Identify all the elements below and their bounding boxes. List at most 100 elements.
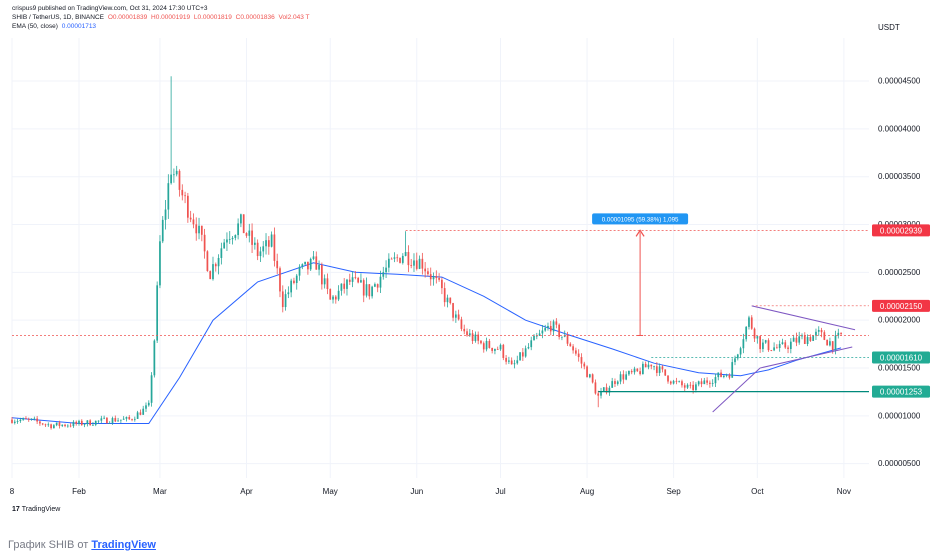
price-labels-layer: 0.00002939 0.00002150 0.00001610 0.00001253 (872, 224, 930, 398)
candle (58, 420, 61, 429)
low-value: L0.00001819 (193, 14, 232, 21)
candle (697, 380, 700, 387)
candle (516, 355, 519, 365)
candle (454, 310, 457, 323)
candle (580, 353, 583, 369)
candle (499, 343, 502, 351)
candle (742, 333, 745, 354)
candle (33, 416, 36, 421)
ema-value: 0.00001713 (61, 23, 97, 30)
candle (167, 174, 170, 219)
chart-frame[interactable]: 0.00001095 (59.38%) 1,095 0.00000500 0.00… (0, 0, 932, 530)
candle (203, 228, 206, 259)
candle (248, 223, 251, 243)
candle (131, 418, 133, 422)
candle (78, 419, 80, 426)
candle (161, 216, 164, 244)
triangle-trend-line[interactable] (712, 367, 761, 413)
candle (776, 344, 778, 349)
candle (312, 250, 315, 261)
candle (223, 238, 226, 249)
candle (83, 423, 86, 428)
candle (505, 355, 507, 365)
candle (415, 252, 418, 271)
candle (100, 415, 103, 424)
ema-layer (11, 262, 842, 424)
candle (404, 231, 407, 257)
price-label: 0.00002939 (880, 226, 923, 235)
candle (234, 234, 237, 241)
candle (672, 379, 675, 385)
candle (815, 328, 817, 340)
candle (622, 370, 625, 384)
y-tick-label: 0.00004500 (878, 77, 921, 86)
price-chart[interactable]: 0.00001095 (59.38%) 1,095 0.000005000.00… (0, 0, 932, 530)
candle (122, 416, 125, 420)
y-tick-label: 0.00003500 (878, 172, 921, 181)
candle (443, 282, 446, 307)
open-value: O0.00001839 (107, 14, 148, 21)
candle (337, 285, 340, 302)
candle (527, 343, 530, 350)
candle (75, 420, 78, 426)
y-tick-label: 0.00001000 (878, 411, 921, 420)
candle (379, 270, 382, 293)
candle (27, 417, 30, 422)
candle (614, 378, 616, 388)
candle (664, 369, 667, 377)
y-tick-label: 0.00000500 (878, 459, 921, 468)
candle (164, 200, 167, 230)
candle (92, 422, 94, 426)
candle (474, 331, 477, 343)
candle (61, 424, 64, 428)
candle (429, 267, 432, 286)
candle (72, 420, 75, 428)
ema-label[interactable]: EMA (50, close) (12, 23, 58, 30)
candle (334, 295, 337, 304)
candle (709, 380, 711, 388)
triangle-lower-line[interactable] (760, 346, 853, 369)
publisher-line: crispus9 published on TradingView.com, O… (12, 5, 210, 12)
candle (279, 266, 281, 298)
y-tick-label: 0.00002500 (878, 268, 921, 277)
candle (396, 254, 399, 262)
candle (346, 278, 348, 296)
candle (463, 324, 466, 335)
price-label-box (872, 351, 930, 364)
currency-label[interactable]: USDT (878, 23, 900, 32)
candle (628, 370, 630, 376)
candle (837, 328, 840, 339)
caption-link[interactable]: TradingView (91, 539, 156, 551)
candle (13, 419, 16, 425)
candle (549, 320, 552, 336)
candle (231, 236, 234, 245)
triangle-upper-line[interactable] (751, 305, 856, 331)
candle (290, 278, 293, 298)
candle (69, 423, 72, 428)
price-label: 0.00002150 (880, 302, 923, 311)
y-tick-label: 0.00001500 (878, 364, 921, 373)
candle (262, 241, 265, 258)
candle (798, 331, 801, 345)
candle (438, 273, 440, 282)
candle (750, 315, 753, 330)
candle (695, 382, 697, 393)
candle (368, 284, 371, 300)
candle (64, 423, 66, 428)
candle (362, 278, 365, 303)
candle (734, 355, 736, 366)
price-label-box (872, 299, 930, 312)
candle (530, 336, 533, 351)
candle (762, 339, 764, 353)
candle (778, 340, 781, 352)
candle (541, 324, 544, 339)
candle (809, 334, 812, 342)
candle (636, 368, 639, 372)
tradingview-logo[interactable]: 17 TradingView (12, 506, 60, 513)
candle (678, 380, 681, 383)
candle (689, 381, 692, 389)
symbol-text[interactable]: SHIB / TetherUS, 1D, BINANCE (12, 14, 104, 21)
candle (315, 251, 318, 270)
x-tick-label: Sep (666, 487, 681, 496)
candle (413, 253, 415, 272)
